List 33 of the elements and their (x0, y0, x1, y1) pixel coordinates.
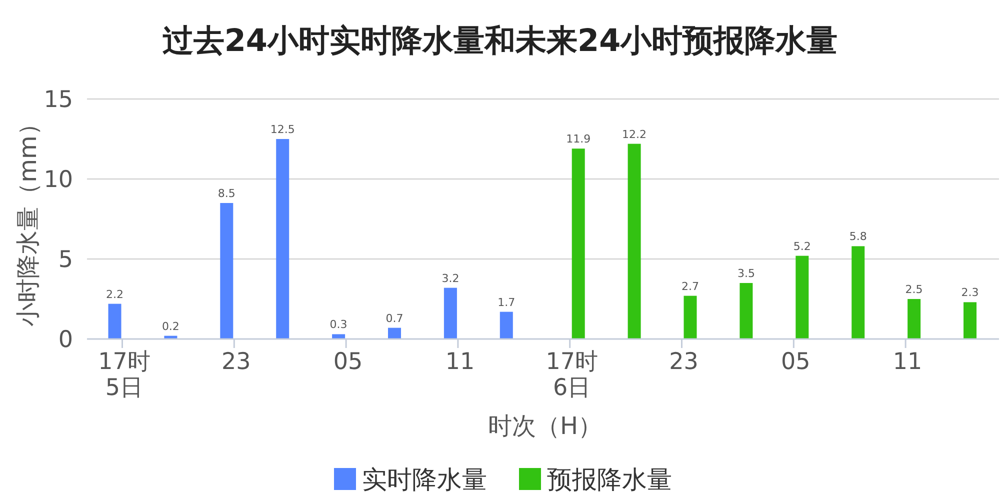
data-label: 1.7 (498, 296, 516, 309)
xlabel: 时次（H） (488, 412, 602, 440)
y-tick-label: 10 (44, 167, 73, 193)
y-tick-label: 15 (44, 87, 73, 113)
data-label: 12.5 (270, 123, 295, 136)
x-tick-label: 23 (669, 349, 698, 375)
title: 过去24小时实时降水量和未来24小时预报降水量 (162, 23, 838, 59)
data-label: 0.3 (330, 318, 348, 332)
x-tick-label: 17时 5日 (98, 349, 150, 401)
data-label: 2.2 (106, 288, 124, 301)
data-label: 11.9 (566, 132, 591, 146)
legend-label: 预报降水量 (547, 465, 672, 494)
data-label: 0.7 (386, 312, 404, 325)
x-tick-label: 05 (333, 349, 363, 375)
x-tick-label: 11 (892, 349, 922, 375)
y-tick-label: 0 (58, 327, 73, 353)
data-label: 2.7 (682, 280, 699, 293)
x-tick-label: 05 (781, 349, 810, 375)
ylabel: 小时降水量（mm） (14, 112, 42, 326)
data-label: 3.5 (737, 267, 755, 280)
data-label: 12.2 (622, 128, 647, 141)
data-label: 2.3 (961, 286, 979, 300)
data-label: 3.2 (442, 272, 460, 285)
y-tick-label: 5 (58, 247, 73, 273)
x-tick-label: 23 (222, 349, 251, 375)
data-label: 8.5 (218, 187, 236, 200)
x-tick-label: 11 (445, 349, 475, 375)
data-label: 0.2 (162, 320, 180, 333)
x-tick-label: 17时 6日 (546, 349, 598, 401)
data-label: 2.5 (905, 283, 923, 296)
data-label: 5.2 (793, 240, 811, 253)
legend-label: 实时降水量 (362, 465, 487, 494)
data-label: 5.8 (849, 230, 867, 244)
